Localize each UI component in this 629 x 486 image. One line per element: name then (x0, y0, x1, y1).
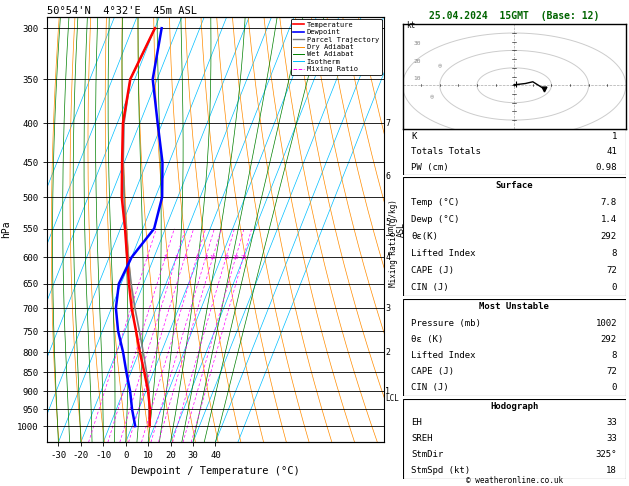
Text: 41: 41 (606, 147, 617, 156)
Text: Temp (°C): Temp (°C) (411, 198, 460, 208)
Text: K: K (411, 132, 417, 141)
Text: 10: 10 (414, 76, 421, 81)
Text: 33: 33 (606, 418, 617, 427)
Y-axis label: hPa: hPa (1, 221, 11, 239)
Text: Hodograph: Hodograph (490, 402, 538, 411)
Text: 8: 8 (611, 249, 617, 259)
Text: 3: 3 (386, 304, 391, 313)
Text: 292: 292 (601, 232, 617, 242)
Text: Lifted Index: Lifted Index (411, 351, 476, 360)
Text: 1: 1 (611, 132, 617, 141)
Text: Pressure (mb): Pressure (mb) (411, 319, 481, 328)
Text: 4: 4 (386, 253, 391, 262)
Text: Totals Totals: Totals Totals (411, 147, 481, 156)
Text: PW (cm): PW (cm) (411, 163, 449, 172)
Text: 292: 292 (601, 335, 617, 344)
Text: StmSpd (kt): StmSpd (kt) (411, 466, 470, 475)
Text: θε(K): θε(K) (411, 232, 438, 242)
Text: 72: 72 (606, 367, 617, 376)
Text: 7.8: 7.8 (601, 198, 617, 208)
Text: ⊕: ⊕ (438, 63, 442, 69)
Text: 1.4: 1.4 (601, 215, 617, 225)
Legend: Temperature, Dewpoint, Parcel Trajectory, Dry Adiabat, Wet Adiabat, Isotherm, Mi: Temperature, Dewpoint, Parcel Trajectory… (291, 19, 382, 75)
Text: 20: 20 (233, 255, 239, 260)
Text: 2: 2 (164, 255, 167, 260)
Text: 8: 8 (204, 255, 208, 260)
Text: Most Unstable: Most Unstable (479, 302, 549, 312)
Text: CIN (J): CIN (J) (411, 283, 449, 293)
Text: 1: 1 (145, 255, 149, 260)
Text: Surface: Surface (496, 181, 533, 191)
Text: 0: 0 (611, 283, 617, 293)
Text: © weatheronline.co.uk: © weatheronline.co.uk (465, 476, 563, 485)
Text: Mixing Ratio (g/kg): Mixing Ratio (g/kg) (389, 199, 398, 287)
Text: 0.98: 0.98 (596, 163, 617, 172)
Text: 6: 6 (195, 255, 199, 260)
Text: EH: EH (411, 418, 422, 427)
Text: 4: 4 (183, 255, 186, 260)
Text: 33: 33 (606, 434, 617, 443)
Text: θε (K): θε (K) (411, 335, 443, 344)
X-axis label: Dewpoint / Temperature (°C): Dewpoint / Temperature (°C) (131, 466, 300, 476)
Text: 8: 8 (611, 351, 617, 360)
Text: 7: 7 (386, 119, 391, 128)
Text: CAPE (J): CAPE (J) (411, 367, 455, 376)
Text: 50°54'N  4°32'E  45m ASL: 50°54'N 4°32'E 45m ASL (47, 6, 197, 16)
Text: 18: 18 (606, 466, 617, 475)
Text: CIN (J): CIN (J) (411, 383, 449, 393)
Text: 10: 10 (209, 255, 216, 260)
Text: CAPE (J): CAPE (J) (411, 266, 455, 276)
Text: 3: 3 (175, 255, 178, 260)
Text: 20: 20 (414, 59, 421, 64)
Text: 325°: 325° (596, 450, 617, 459)
Text: 15: 15 (223, 255, 230, 260)
Text: 1: 1 (386, 387, 391, 396)
Text: Lifted Index: Lifted Index (411, 249, 476, 259)
Text: 1002: 1002 (596, 319, 617, 328)
Text: SREH: SREH (411, 434, 433, 443)
Text: 0: 0 (611, 383, 617, 393)
Text: 5: 5 (386, 218, 391, 227)
Text: 72: 72 (606, 266, 617, 276)
Text: LCL: LCL (386, 394, 399, 403)
Text: ⊕: ⊕ (430, 94, 435, 100)
Text: 30: 30 (414, 41, 421, 46)
Text: 6: 6 (386, 172, 391, 181)
Text: 25: 25 (240, 255, 247, 260)
Text: Dewp (°C): Dewp (°C) (411, 215, 460, 225)
Text: 25.04.2024  15GMT  (Base: 12): 25.04.2024 15GMT (Base: 12) (429, 11, 599, 21)
Text: kt: kt (406, 21, 416, 30)
Text: 2: 2 (386, 348, 391, 357)
Text: StmDir: StmDir (411, 450, 443, 459)
Y-axis label: km
ASL: km ASL (386, 222, 406, 237)
